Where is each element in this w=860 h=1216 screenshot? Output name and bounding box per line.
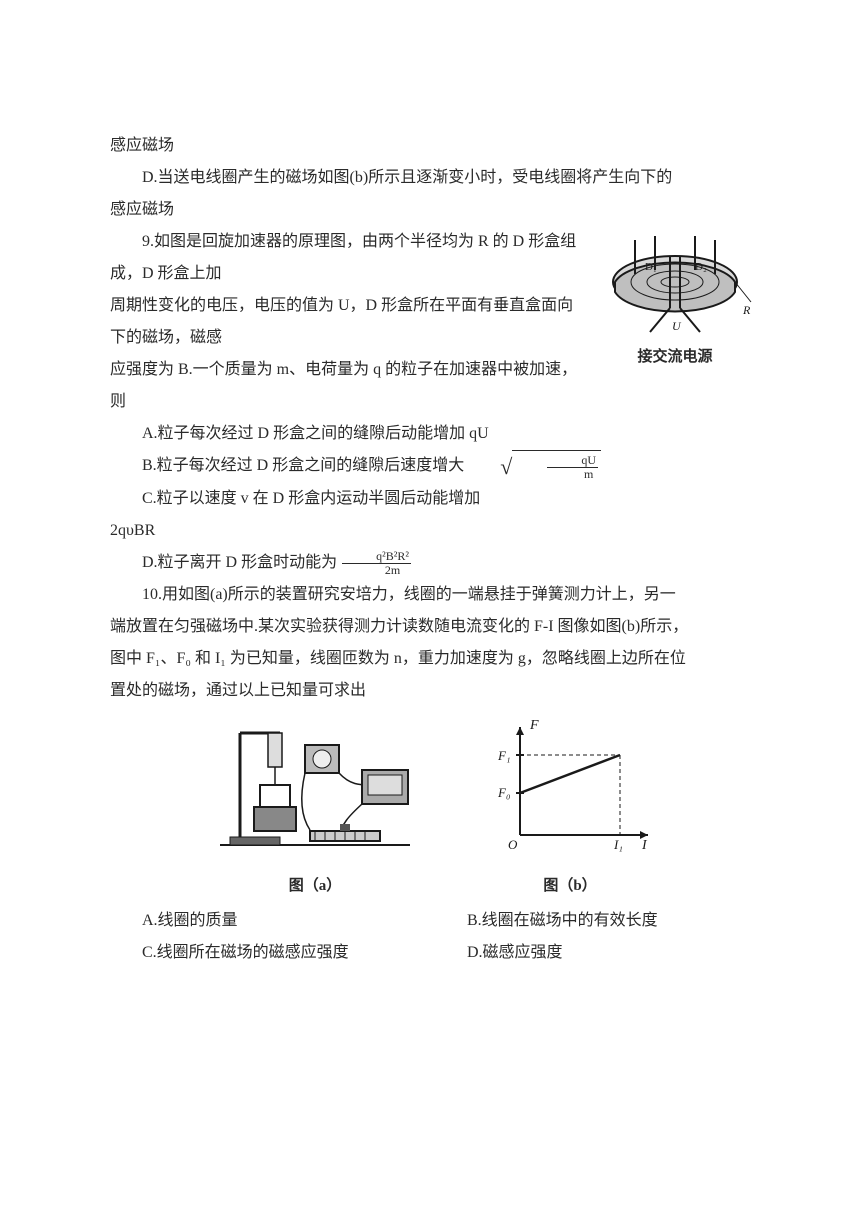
q10-figure-b: F F₁ F₀ O I₁ I 图（b） bbox=[480, 715, 660, 901]
q10-opt-d: D.磁感应强度 bbox=[435, 937, 760, 969]
svg-text:F₁: F₁ bbox=[497, 748, 510, 763]
fragment-line1: 感应磁场 bbox=[110, 130, 760, 162]
q9-opt-d-text: D.粒子离开 D 形盒时动能为 bbox=[142, 554, 337, 571]
q10-opt-b: B.线圈在磁场中的有效长度 bbox=[435, 905, 760, 937]
q10-fig-a-label: 图（a） bbox=[210, 871, 420, 901]
apparatus-icon bbox=[210, 715, 420, 855]
q10-figures: 图（a） F F₁ F₀ O I₁ I 图（b） bbox=[110, 715, 760, 901]
svg-text:F: F bbox=[529, 718, 539, 733]
q9-figure-caption: 接交流电源 bbox=[590, 342, 760, 372]
svg-text:D₁: D₁ bbox=[645, 261, 657, 273]
q9-opt-b: B.粒子每次经过 D 形盒之间的缝隙后速度增大 √ qU m bbox=[110, 450, 760, 483]
q9-opt-b-text: B.粒子每次经过 D 形盒之间的缝隙后速度增大 bbox=[142, 457, 464, 474]
fragment-line3: 感应磁场 bbox=[110, 194, 760, 226]
svg-text:U: U bbox=[672, 319, 682, 333]
q9-opt-c-2: 2qυBR bbox=[110, 515, 760, 547]
q9-opt-d: D.粒子离开 D 形盒时动能为 q²B²R² 2m bbox=[110, 547, 760, 579]
svg-text:R: R bbox=[742, 303, 751, 317]
q10-stem-4: 置处的磁场，通过以上已知量可求出 bbox=[110, 675, 760, 707]
svg-text:D₂: D₂ bbox=[695, 261, 707, 273]
svg-text:I: I bbox=[641, 838, 648, 853]
q9-opt-c: C.粒子以速度 v 在 D 形盒内运动半圆后动能增加 bbox=[110, 483, 760, 515]
q10-figure-a: 图（a） bbox=[210, 715, 420, 901]
q10-fig-b-label: 图（b） bbox=[480, 871, 660, 901]
cyclotron-icon: D₁ D₂ U R bbox=[595, 230, 755, 340]
graph-icon: F F₁ F₀ O I₁ I bbox=[480, 715, 660, 855]
svg-text:F₀: F₀ bbox=[497, 785, 510, 800]
sqrt-icon: √ qU m bbox=[468, 450, 601, 483]
svg-text:O: O bbox=[508, 837, 518, 852]
fragment-opt-d: D.当送电线圈产生的磁场如图(b)所示且逐渐变小时，受电线圈将产生向下的 bbox=[110, 162, 760, 194]
q10-opt-a: A.线圈的质量 bbox=[110, 905, 435, 937]
q10-options: A.线圈的质量 B.线圈在磁场中的有效长度 C.线圈所在磁场的磁感应强度 D.磁… bbox=[110, 905, 760, 969]
q10-opt-c: C.线圈所在磁场的磁感应强度 bbox=[110, 937, 435, 969]
q10-stem-1: 10.用如图(a)所示的装置研究安培力，线圈的一端悬挂于弹簧测力计上，另一 bbox=[110, 579, 760, 611]
fraction-icon: q²B²R² 2m bbox=[342, 550, 411, 577]
q9-opt-a: A.粒子每次经过 D 形盒之间的缝隙后动能增加 qU bbox=[110, 418, 760, 450]
q10-stem-3: 图中 F₁、F₀ 和 I₁ 为已知量，线圈匝数为 n，重力加速度为 g，忽略线圈… bbox=[110, 643, 760, 675]
q10-stem-2: 端放置在匀强磁场中.某次实验获得测力计读数随电流变化的 F-I 图像如图(b)所… bbox=[110, 611, 760, 643]
q9-figure: D₁ D₂ U R 接交流电源 bbox=[590, 230, 760, 372]
svg-text:I₁: I₁ bbox=[613, 837, 623, 852]
